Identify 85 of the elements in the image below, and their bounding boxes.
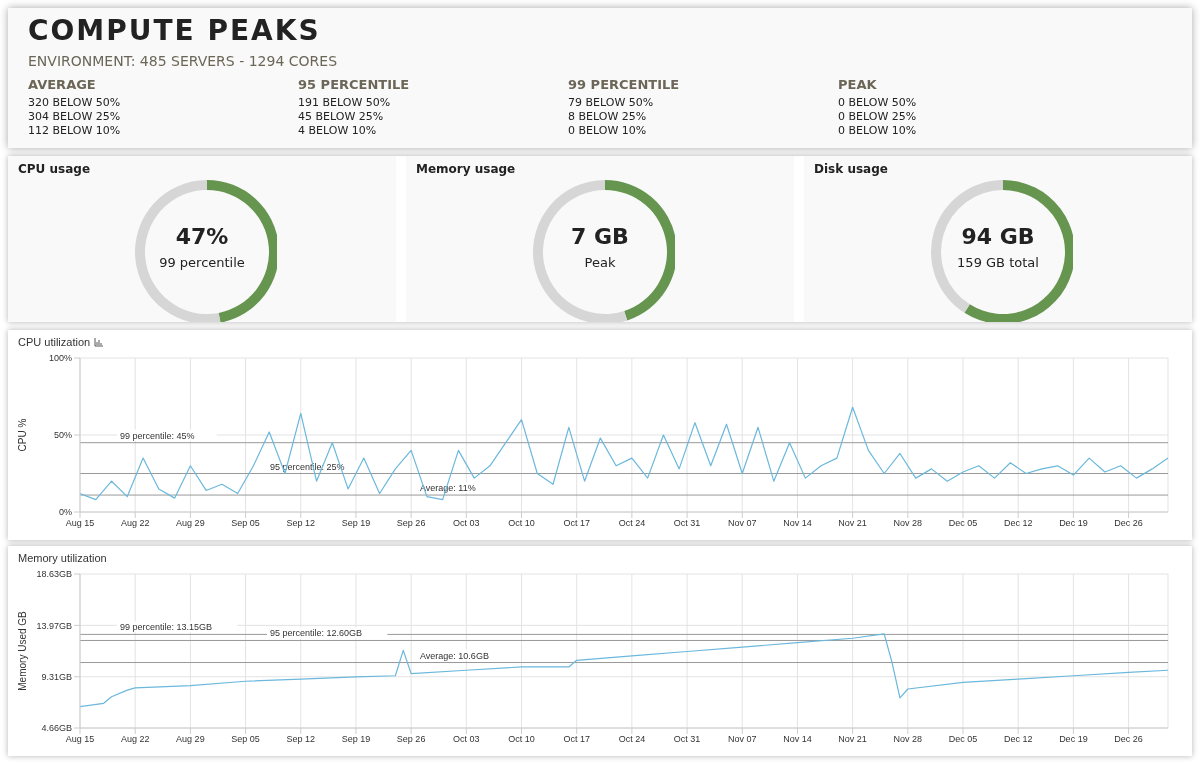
y-tick-label: 100% bbox=[48, 353, 72, 364]
x-tick-label: Sep 05 bbox=[231, 734, 260, 745]
chart-title: Memory usage bbox=[416, 162, 516, 176]
x-tick-label: Nov 07 bbox=[728, 734, 757, 745]
x-tick-label: Dec 12 bbox=[1003, 518, 1033, 529]
x-tick-label: Sep 26 bbox=[396, 518, 426, 529]
x-tick-label: Oct 24 bbox=[618, 734, 646, 745]
y-tick-label: 0% bbox=[58, 507, 72, 518]
text: 0 BELOW 50% bbox=[838, 96, 918, 110]
text: 0 BELOW 10% bbox=[838, 124, 918, 138]
ref-line-label: 99 percentile: 45% bbox=[120, 430, 195, 441]
x-tick-label: Dec 05 bbox=[948, 518, 978, 529]
x-tick-label: Dec 19 bbox=[1059, 734, 1088, 745]
chart-title: Memory utilization bbox=[18, 552, 107, 564]
text: AVERAGE bbox=[28, 77, 97, 92]
x-tick-label: Dec 19 bbox=[1059, 518, 1088, 529]
text: ENVIRONMENT: 485 SERVERS - 1294 CORES bbox=[28, 53, 338, 69]
y-tick-label: 50% bbox=[53, 430, 72, 441]
text: PEAK bbox=[838, 77, 878, 92]
x-tick-label: Aug 22 bbox=[120, 518, 150, 529]
x-tick-label: Oct 10 bbox=[508, 518, 535, 529]
x-tick-label: Nov 21 bbox=[838, 518, 867, 529]
text: 79 BELOW 50% bbox=[568, 96, 655, 110]
x-tick-label: Sep 19 bbox=[341, 734, 371, 745]
x-tick-label: Oct 17 bbox=[563, 518, 590, 529]
x-tick-label: Nov 28 bbox=[893, 734, 923, 745]
x-tick-label: Oct 31 bbox=[673, 734, 701, 745]
x-tick-label: Dec 26 bbox=[1114, 734, 1143, 745]
text: 45 BELOW 25% bbox=[298, 110, 385, 124]
text: COMPUTE PEAKS bbox=[28, 14, 322, 47]
x-tick-label: Dec 05 bbox=[948, 734, 978, 745]
text: 8 BELOW 25% bbox=[568, 110, 648, 124]
text: 99 percentile bbox=[159, 255, 245, 270]
x-tick-label: Oct 03 bbox=[453, 734, 480, 745]
x-tick-label: Oct 10 bbox=[508, 734, 535, 745]
x-tick-label: Dec 26 bbox=[1114, 518, 1143, 529]
text: 7 GB bbox=[571, 224, 629, 249]
ref-line-label: 99 percentile: 13.15GB bbox=[120, 622, 213, 633]
text: 320 BELOW 50% bbox=[28, 96, 122, 110]
y-tick-label: 9.31GB bbox=[41, 671, 72, 682]
x-tick-label: Sep 19 bbox=[341, 518, 371, 529]
x-tick-label: Sep 12 bbox=[286, 518, 316, 529]
text: 191 BELOW 50% bbox=[298, 96, 392, 110]
text: 95 PERCENTILE bbox=[298, 77, 411, 92]
donut-slice bbox=[931, 180, 1003, 313]
x-tick-label: Dec 12 bbox=[1003, 734, 1033, 745]
y-tick-label: 18.63GB bbox=[36, 569, 72, 580]
ref-line-label: 95 percentile: 25% bbox=[270, 461, 345, 472]
x-tick-label: Sep 26 bbox=[396, 734, 426, 745]
text: 47% bbox=[175, 224, 229, 249]
x-tick-label: Nov 07 bbox=[728, 518, 757, 529]
chart-title: CPU utilization bbox=[18, 336, 92, 348]
text: 0 BELOW 10% bbox=[568, 124, 648, 138]
x-tick-label: Aug 29 bbox=[176, 734, 205, 745]
x-tick-label: Aug 15 bbox=[65, 518, 95, 529]
text: 99 PERCENTILE bbox=[568, 77, 681, 92]
x-tick-label: Oct 03 bbox=[453, 518, 480, 529]
chart-title: CPU usage bbox=[18, 162, 91, 176]
x-tick-label: Nov 21 bbox=[838, 734, 867, 745]
text: 4 BELOW 10% bbox=[298, 124, 378, 138]
x-tick-label: Aug 15 bbox=[65, 734, 95, 745]
y-tick-label: 13.97GB bbox=[36, 620, 72, 631]
x-tick-label: Nov 28 bbox=[893, 518, 923, 529]
y-axis-title: Memory Used GB bbox=[16, 610, 28, 691]
x-tick-label: Oct 31 bbox=[673, 518, 701, 529]
chart-title: Disk usage bbox=[814, 162, 888, 176]
x-tick-label: Oct 24 bbox=[618, 518, 646, 529]
x-tick-label: Aug 29 bbox=[176, 518, 205, 529]
line-series bbox=[80, 406, 1168, 501]
x-tick-label: Oct 17 bbox=[563, 734, 590, 745]
text: 0 BELOW 25% bbox=[838, 110, 918, 124]
x-tick-label: Sep 12 bbox=[286, 734, 316, 745]
text: 112 BELOW 10% bbox=[28, 124, 122, 138]
text: 159 GB total bbox=[957, 255, 1039, 270]
x-tick-label: Nov 14 bbox=[783, 734, 812, 745]
y-tick-label: 4.66GB bbox=[41, 723, 72, 734]
x-tick-label: Aug 22 bbox=[120, 734, 150, 745]
ref-line-label: Average: 10.6GB bbox=[420, 650, 489, 661]
y-axis-title: CPU % bbox=[16, 418, 28, 452]
text: Peak bbox=[584, 255, 616, 270]
text: 304 BELOW 25% bbox=[28, 110, 122, 124]
text: 94 GB bbox=[961, 224, 1035, 249]
x-tick-label: Nov 14 bbox=[783, 518, 812, 529]
x-tick-label: Sep 05 bbox=[231, 518, 260, 529]
ref-line-label: 95 percentile: 12.60GB bbox=[270, 628, 363, 639]
